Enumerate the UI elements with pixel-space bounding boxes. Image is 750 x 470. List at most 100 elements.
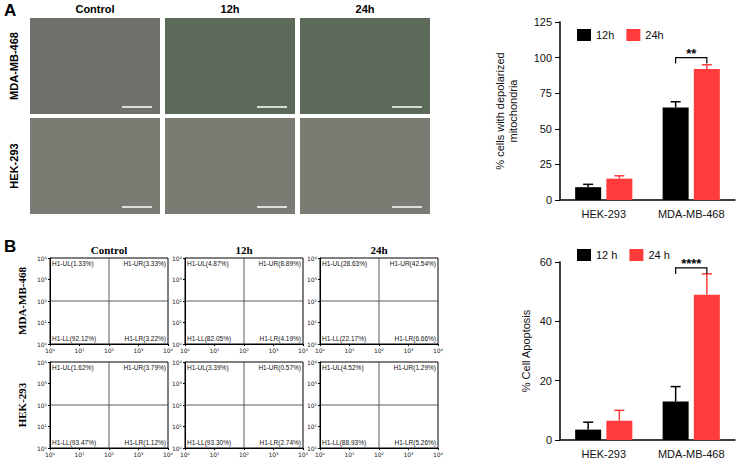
svg-text:10¹: 10¹ [209, 451, 220, 458]
svg-text:10⁰: 10⁰ [180, 347, 191, 354]
svg-text:H1-UL(1.33%): H1-UL(1.33%) [52, 260, 94, 268]
svg-text:Control: Control [91, 244, 127, 256]
svg-text:10¹: 10¹ [344, 451, 355, 458]
svg-text:HEK-293: HEK-293 [16, 382, 28, 427]
svg-text:H1-LR(6.66%): H1-LR(6.66%) [394, 335, 436, 343]
svg-text:HEK-293: HEK-293 [581, 448, 626, 460]
svg-text:10³: 10³ [403, 347, 414, 354]
svg-text:MDA-MB-468: MDA-MB-468 [658, 448, 725, 460]
svg-text:0: 0 [546, 194, 552, 206]
svg-text:10²: 10² [239, 347, 250, 354]
svg-text:10⁴: 10⁴ [37, 255, 48, 262]
svg-text:24h: 24h [645, 29, 663, 41]
svg-text:10⁰: 10⁰ [180, 451, 191, 458]
svg-text:10³: 10³ [307, 276, 318, 283]
svg-text:10²: 10² [307, 298, 318, 305]
svg-text:MDA-MB-468: MDA-MB-468 [658, 208, 725, 220]
svg-text:10³: 10³ [268, 347, 279, 354]
svg-text:10³: 10³ [37, 276, 48, 283]
svg-text:10⁴: 10⁴ [298, 347, 309, 354]
svg-text:10⁴: 10⁴ [172, 359, 183, 366]
svg-text:H1-LL(93.47%): H1-LL(93.47%) [52, 439, 96, 447]
svg-text:10³: 10³ [37, 380, 48, 387]
svg-text:24h: 24h [370, 244, 387, 256]
svg-text:10³: 10³ [133, 451, 144, 458]
svg-text:H1-LR(2.74%): H1-LR(2.74%) [259, 439, 301, 447]
svg-text:A: A [4, 1, 16, 20]
svg-text:75: 75 [540, 87, 552, 99]
svg-text:H1-LR(1.12%): H1-LR(1.12%) [124, 439, 166, 447]
svg-text:12 h: 12 h [596, 249, 617, 261]
svg-text:0: 0 [546, 434, 552, 446]
svg-text:H1-LL(82.05%): H1-LL(82.05%) [187, 335, 231, 343]
svg-text:10²: 10² [172, 402, 183, 409]
svg-text:10⁴: 10⁴ [433, 451, 444, 458]
svg-text:10¹: 10¹ [172, 319, 183, 326]
svg-text:25: 25 [540, 158, 552, 170]
svg-text:H1-LR(5.26%): H1-LR(5.26%) [394, 439, 436, 447]
svg-text:H1-UL(1.62%): H1-UL(1.62%) [52, 364, 94, 372]
svg-text:H1-LL(88.93%): H1-LL(88.93%) [322, 439, 366, 447]
svg-text:HEK-293: HEK-293 [581, 208, 626, 220]
svg-text:10⁴: 10⁴ [307, 255, 318, 262]
svg-text:10³: 10³ [172, 380, 183, 387]
svg-text:H1-LL(93.30%): H1-LL(93.30%) [187, 439, 231, 447]
svg-text:10³: 10³ [268, 451, 279, 458]
svg-text:10¹: 10¹ [344, 347, 355, 354]
svg-text:H1-LL(92.12%): H1-LL(92.12%) [52, 335, 96, 343]
svg-text:H1-UR(8.89%): H1-UR(8.89%) [258, 260, 301, 268]
svg-text:10²: 10² [172, 298, 183, 305]
svg-text:10³: 10³ [403, 451, 414, 458]
svg-text:10⁰: 10⁰ [45, 451, 56, 458]
svg-text:10¹: 10¹ [37, 423, 48, 430]
svg-text:10¹: 10¹ [307, 319, 318, 326]
svg-text:H1-UL(4.52%): H1-UL(4.52%) [322, 364, 364, 372]
svg-text:10²: 10² [104, 451, 115, 458]
svg-text:**: ** [686, 46, 697, 61]
svg-text:20: 20 [540, 375, 552, 387]
svg-text:10²: 10² [104, 347, 115, 354]
svg-text:10⁰: 10⁰ [45, 347, 56, 354]
svg-text:10⁴: 10⁴ [298, 451, 309, 458]
svg-text:10²: 10² [307, 402, 318, 409]
svg-text:10¹: 10¹ [74, 451, 85, 458]
svg-text:10⁴: 10⁴ [172, 255, 183, 262]
svg-text:Control: Control [75, 3, 114, 15]
svg-text:mitochondria: mitochondria [507, 79, 519, 143]
svg-text:10²: 10² [374, 451, 385, 458]
svg-text:H1-LR(3.22%): H1-LR(3.22%) [124, 335, 166, 343]
svg-text:10¹: 10¹ [37, 319, 48, 326]
svg-text:H1-LL(22.17%): H1-LL(22.17%) [322, 335, 366, 343]
svg-text:H1-UL(28.63%): H1-UL(28.63%) [322, 260, 367, 268]
svg-text:10³: 10³ [307, 380, 318, 387]
svg-text:12h: 12h [596, 29, 614, 41]
svg-text:125: 125 [534, 16, 552, 28]
svg-text:100: 100 [534, 52, 552, 64]
svg-text:10³: 10³ [133, 347, 144, 354]
svg-text:10⁴: 10⁴ [37, 359, 48, 366]
svg-text:10¹: 10¹ [172, 423, 183, 430]
svg-text:12h: 12h [235, 244, 252, 256]
svg-text:H1-UL(4.87%): H1-UL(4.87%) [187, 260, 229, 268]
svg-text:HEK-293: HEK-293 [8, 143, 20, 188]
svg-text:10¹: 10¹ [307, 423, 318, 430]
svg-text:H1-UR(1.29%): H1-UR(1.29%) [393, 364, 436, 372]
svg-text:H1-UL(3.39%): H1-UL(3.39%) [187, 364, 229, 372]
svg-text:24h: 24h [356, 3, 375, 15]
svg-text:10¹: 10¹ [209, 347, 220, 354]
svg-text:H1-UR(3.79%): H1-UR(3.79%) [123, 364, 166, 372]
svg-text:12h: 12h [221, 3, 240, 15]
svg-text:MDA-MB-468: MDA-MB-468 [8, 32, 20, 100]
svg-text:10⁴: 10⁴ [307, 359, 318, 366]
svg-text:MDA-MB-468: MDA-MB-468 [16, 267, 28, 335]
svg-text:50: 50 [540, 123, 552, 135]
svg-text:40: 40 [540, 315, 552, 327]
svg-text:H1-UR(42.54%): H1-UR(42.54%) [390, 260, 436, 268]
svg-text:H1-LR(4.19%): H1-LR(4.19%) [259, 335, 301, 343]
svg-text:10⁴: 10⁴ [433, 347, 444, 354]
svg-text:10⁰: 10⁰ [315, 347, 326, 354]
svg-text:% Cell Apoptosis: % Cell Apoptosis [520, 309, 532, 392]
svg-text:10³: 10³ [172, 276, 183, 283]
svg-text:10²: 10² [239, 451, 250, 458]
svg-text:60: 60 [540, 256, 552, 268]
